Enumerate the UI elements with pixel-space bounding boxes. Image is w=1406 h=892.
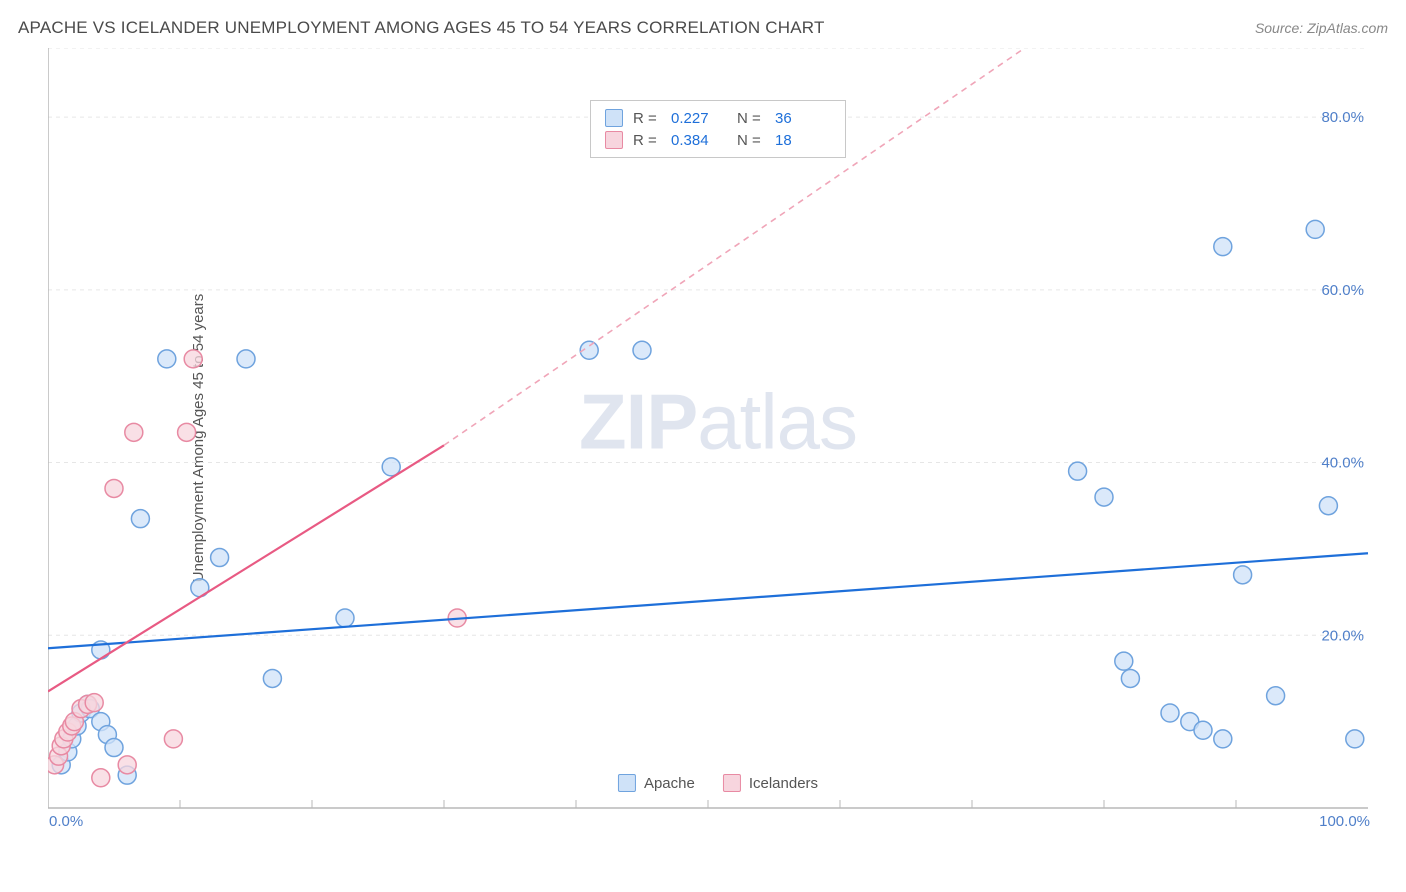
r-label: R = — [633, 110, 661, 127]
x-tick-min: 0.0% — [49, 813, 83, 830]
series-swatch — [605, 131, 623, 149]
n-value: 18 — [775, 132, 831, 149]
r-value: 0.384 — [671, 132, 727, 149]
legend-item: Apache — [618, 774, 695, 792]
n-label: N = — [737, 132, 765, 149]
n-label: N = — [737, 110, 765, 127]
n-value: 36 — [775, 110, 831, 127]
legend-label: Apache — [644, 775, 695, 792]
legend-label: Icelanders — [749, 775, 818, 792]
svg-text:60.0%: 60.0% — [1321, 282, 1364, 299]
x-tick-max: 100.0% — [1319, 813, 1370, 830]
r-label: R = — [633, 132, 661, 149]
svg-text:20.0%: 20.0% — [1321, 627, 1364, 644]
stats-row: R = 0.227 N = 36 — [605, 107, 831, 129]
legend: Apache Icelanders — [618, 774, 818, 792]
stats-row: R = 0.384 N = 18 — [605, 129, 831, 151]
legend-swatch — [723, 774, 741, 792]
legend-item: Icelanders — [723, 774, 818, 792]
legend-swatch — [618, 774, 636, 792]
chart-header: APACHE VS ICELANDER UNEMPLOYMENT AMONG A… — [18, 18, 1388, 38]
r-value: 0.227 — [671, 110, 727, 127]
chart-area: Unemployment Among Ages 45 to 54 years Z… — [48, 48, 1388, 828]
series-swatch — [605, 109, 623, 127]
scatter-plot: 20.0% 40.0% 60.0% 80.0% — [48, 48, 1388, 828]
chart-title: APACHE VS ICELANDER UNEMPLOYMENT AMONG A… — [18, 18, 825, 38]
chart-source: Source: ZipAtlas.com — [1255, 20, 1388, 36]
svg-text:40.0%: 40.0% — [1321, 455, 1364, 472]
stats-box: R = 0.227 N = 36 R = 0.384 N = 18 — [590, 100, 846, 158]
svg-text:80.0%: 80.0% — [1321, 109, 1364, 126]
